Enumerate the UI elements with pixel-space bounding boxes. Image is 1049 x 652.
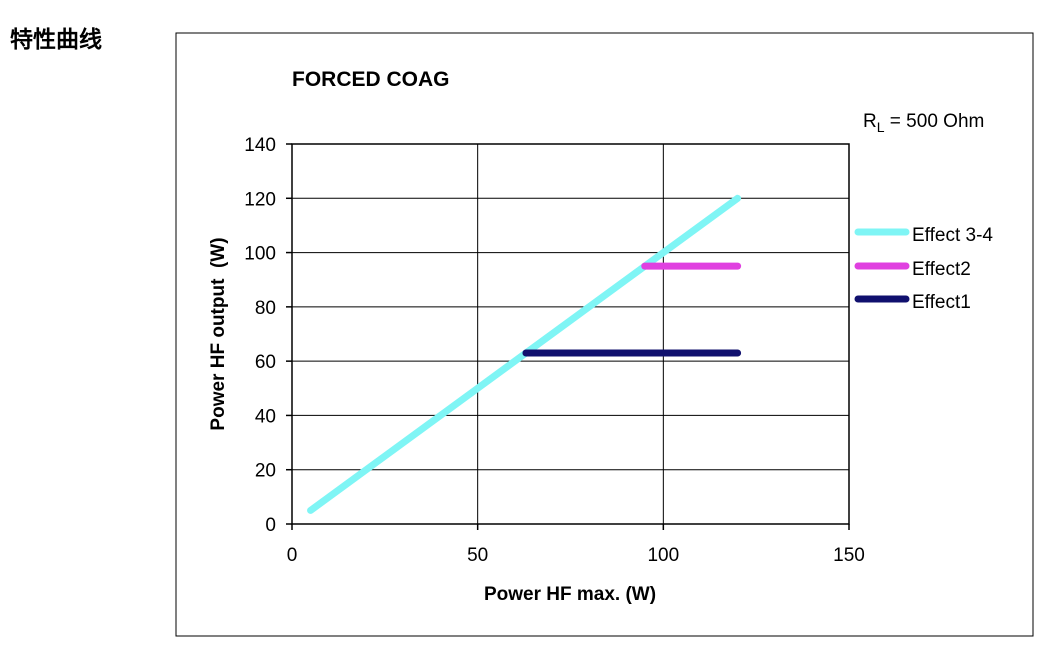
x-tick-label: 150 — [833, 545, 865, 566]
x-tick-label: 50 — [467, 545, 488, 566]
y-tick-label: 120 — [244, 189, 276, 210]
legend-label-effect2: Effect2 — [912, 259, 971, 280]
load-annotation-subscript: L — [877, 119, 885, 135]
y-tick-label: 20 — [255, 461, 276, 482]
load-annotation-suffix: = 500 Ohm — [885, 111, 985, 132]
x-tick-label: 0 — [287, 545, 298, 566]
y-tick-label: 40 — [255, 406, 276, 427]
y-axis-label: Power HF output (W) — [208, 237, 229, 430]
x-tick-label: 100 — [647, 545, 679, 566]
legend-label-effect-3-4: Effect 3-4 — [912, 225, 993, 246]
chart-title: FORCED COAG — [292, 68, 450, 91]
load-annotation: RL = 500 Ohm — [863, 111, 984, 135]
legend: Effect 3-4 Effect2 Effect1 — [858, 225, 993, 313]
load-annotation-prefix: R — [863, 111, 877, 132]
y-tick-label: 80 — [255, 298, 276, 319]
y-tick-label: 140 — [244, 135, 276, 156]
x-axis-label: Power HF max. (W) — [484, 584, 656, 605]
y-tick-label: 100 — [244, 244, 276, 265]
y-tick-label: 0 — [265, 515, 276, 536]
y-tick-label: 60 — [255, 352, 276, 373]
series-lines — [311, 198, 738, 510]
legend-label-effect1: Effect1 — [912, 292, 971, 313]
